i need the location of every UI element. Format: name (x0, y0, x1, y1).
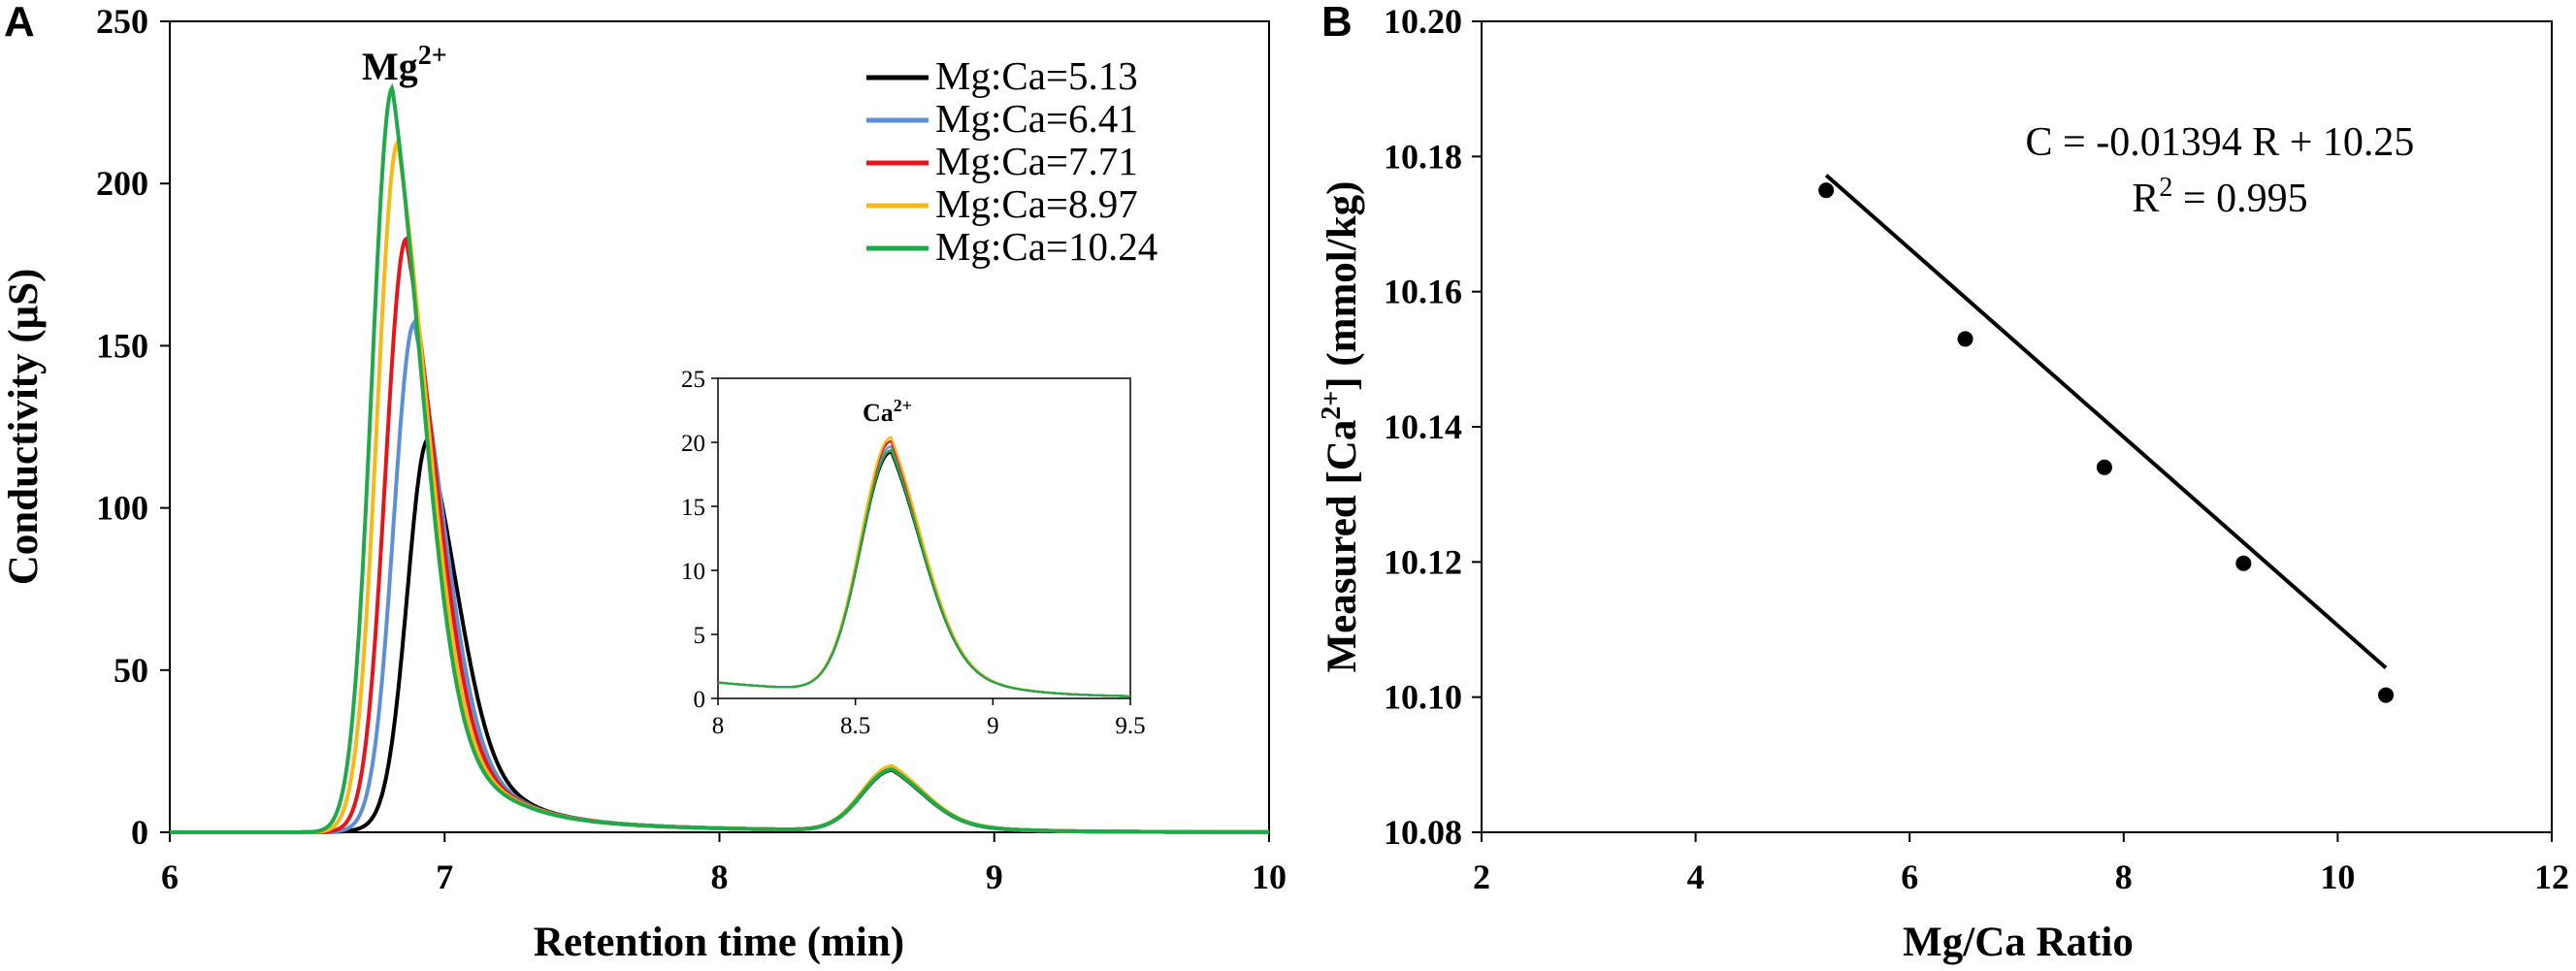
y-axis-title-a: Conductivity (μS) (1, 269, 47, 586)
y-axis-title-b-tail: ] (mmol/kg) (1320, 181, 1365, 391)
inset-x-tick-label: 8.5 (840, 713, 870, 739)
inset-series-line-5 (718, 449, 1130, 697)
scatter-points (1818, 182, 2395, 703)
y-tick-label: 10.14 (1384, 407, 1462, 446)
legend-label: Mg:Ca=5.13 (935, 53, 1138, 98)
x-tick-label: 4 (1687, 858, 1705, 896)
y-tick-label: 250 (96, 2, 148, 41)
y-tick-label: 50 (114, 651, 148, 690)
y-tick-label: 200 (96, 164, 148, 203)
inset-y-tick-label: 0 (694, 687, 706, 713)
legend-label: Mg:Ca=10.24 (935, 224, 1158, 269)
mg-peak-annotation: Mg2+ (362, 41, 447, 88)
legend-label: Mg:Ca=8.97 (935, 181, 1138, 226)
x-tick-label: 10 (2320, 858, 2355, 896)
y-axis-ticks-b: 10.08 10.10 10.12 10.14 10.16 10.18 10.20 (1384, 2, 1482, 852)
inset-y-tick-label: 20 (681, 431, 705, 457)
y-tick-label: 10.08 (1384, 813, 1462, 852)
x-tick-label: 9 (986, 858, 1003, 896)
y-axis-title-b: Measured [Ca2+] (mmol/kg) (1317, 181, 1365, 673)
y-tick-label: 0 (131, 813, 148, 852)
r-squared-tail: = 0.995 (2172, 177, 2307, 221)
x-axis-ticks-a: 6 7 8 9 10 (161, 832, 1287, 896)
x-axis-title-b: Mg/Ca Ratio (1903, 920, 2134, 965)
series-line-5 (170, 82, 1269, 834)
x-tick-label: 7 (436, 858, 453, 896)
inset-y-tick-label: 5 (694, 623, 706, 649)
y-tick-label: 10.20 (1384, 2, 1462, 41)
inset-y-ticks: 0 5 10 15 20 25 (681, 367, 718, 713)
y-tick-label: 10.12 (1384, 542, 1462, 581)
y-tick-label: 10.16 (1384, 273, 1462, 311)
y-tick-label: 100 (96, 489, 148, 528)
panel-label-b: B (1321, 0, 1353, 46)
x-tick-label: 10 (1252, 858, 1287, 896)
data-point-4 (2235, 555, 2252, 571)
legend-label: Mg:Ca=7.71 (935, 139, 1138, 183)
data-point-2 (1957, 331, 1973, 347)
data-point-1 (1818, 182, 1835, 199)
x-tick-label: 8 (2115, 858, 2133, 896)
x-axis-title-a: Retention time (min) (534, 920, 904, 965)
chromatogram-series (170, 82, 1269, 834)
y-tick-label: 10.10 (1384, 678, 1462, 717)
r-squared-base: R (2132, 177, 2159, 221)
inset-x-tick-label: 9.5 (1115, 713, 1145, 739)
panel-label-a: A (4, 0, 35, 46)
regression-line (1824, 174, 2388, 670)
inset-series (717, 436, 1131, 697)
legend: Mg:Ca=5.13Mg:Ca=6.41Mg:Ca=7.71Mg:Ca=8.97… (866, 53, 1158, 269)
ca-annotation-sup: 2+ (894, 396, 912, 415)
x-tick-label: 8 (711, 858, 729, 896)
inset-y-tick-label: 25 (681, 367, 705, 393)
data-point-5 (2378, 687, 2395, 703)
x-axis-ticks-b: 2 4 6 8 10 12 (1473, 832, 2569, 896)
data-point-3 (2096, 459, 2112, 475)
ca-peak-annotation: Ca2+ (863, 396, 912, 427)
x-tick-label: 2 (1473, 858, 1490, 896)
inset-x-tick-label: 9 (987, 713, 999, 739)
inset-x-ticks: 8 8.5 9 9.5 (712, 698, 1146, 739)
y-tick-label: 10.18 (1384, 137, 1462, 176)
x-tick-label: 12 (2534, 858, 2569, 896)
r-squared: R2 = 0.995 (2132, 173, 2307, 221)
inset-y-tick-label: 10 (681, 559, 705, 585)
regression-equation: C = -0.01394 R + 10.25 (2026, 120, 2415, 165)
inset-x-tick-label: 8 (712, 713, 725, 739)
x-tick-label: 6 (161, 858, 179, 896)
chart-b: 10.08 10.10 10.12 10.14 10.16 10.18 10.20 2 4 6 8… (1317, 2, 2569, 965)
mg-annotation-base: Mg (362, 45, 418, 88)
legend-label: Mg:Ca=6.41 (935, 96, 1138, 141)
r-squared-sup: 2 (2159, 173, 2172, 203)
y-axis-title-b-main: Measured [Ca (1320, 420, 1365, 673)
y-axis-title-b-sup: 2+ (1317, 391, 1347, 420)
inset-plot-area (717, 377, 1131, 699)
x-tick-label: 6 (1901, 858, 1918, 896)
inset-chart: 0 5 10 15 20 25 8 8.5 9 9.5 Ca2+ (681, 367, 1146, 739)
ca-annotation-base: Ca (863, 399, 894, 427)
mg-annotation-sup: 2+ (418, 41, 447, 71)
y-tick-label: 150 (96, 326, 148, 365)
inset-y-tick-label: 15 (681, 495, 705, 521)
y-axis-ticks-a: 0 50 100 150 200 250 (96, 2, 170, 852)
